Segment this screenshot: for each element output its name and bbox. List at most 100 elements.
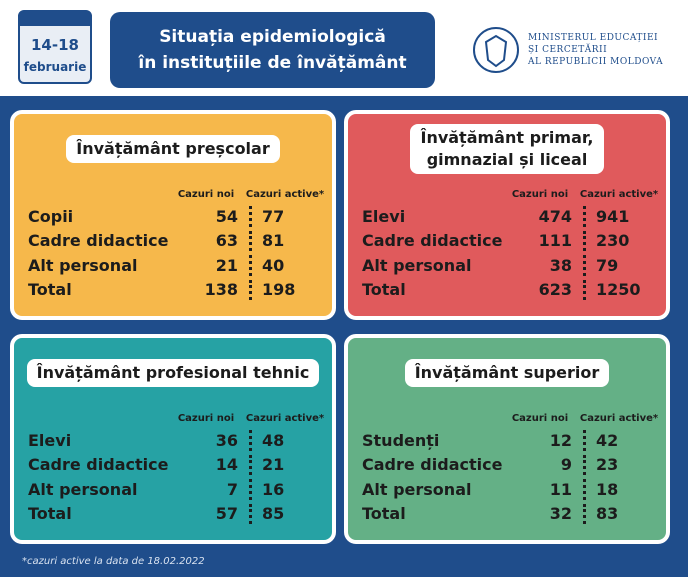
table-row: Alt personal 11 18 bbox=[348, 477, 666, 502]
separator bbox=[572, 428, 596, 453]
new-cases: 7 bbox=[226, 479, 238, 499]
table-row: Total 32 83 bbox=[348, 502, 666, 527]
title-line: Învățământ superior bbox=[414, 363, 600, 382]
date-range: 14-18 bbox=[31, 36, 79, 54]
row-label: Total bbox=[28, 280, 72, 300]
table-row: Cadre didactice 9 23 bbox=[348, 453, 666, 478]
separator bbox=[238, 477, 262, 502]
new-cases: 36 bbox=[215, 430, 238, 450]
row-label: Elevi bbox=[28, 430, 72, 450]
separator bbox=[572, 278, 596, 303]
row-label: Total bbox=[28, 504, 72, 524]
active-cases: 85 bbox=[262, 504, 285, 524]
row-label: Alt personal bbox=[28, 255, 138, 275]
row-label: Alt personal bbox=[362, 479, 472, 499]
separator bbox=[238, 229, 262, 254]
active-cases: 230 bbox=[596, 231, 630, 251]
active-cases: 1250 bbox=[596, 280, 641, 300]
column-headers: Cazuri noi Cazuri active* bbox=[348, 408, 666, 428]
active-cases: 21 bbox=[262, 455, 285, 475]
panel-title-area: Învățământ superior bbox=[348, 338, 666, 408]
separator bbox=[572, 253, 596, 278]
row-label: Elevi bbox=[362, 206, 406, 226]
title: în instituțiile de învățământ bbox=[138, 53, 407, 73]
table-row: Cadre didactice 63 81 bbox=[14, 229, 332, 254]
new-cases: 623 bbox=[538, 280, 572, 300]
panel: Învățământ primar, gimnazial și liceal Caz… bbox=[344, 110, 670, 320]
separator bbox=[238, 204, 262, 229]
new-cases: 21 bbox=[215, 255, 238, 275]
table-row: Cadre didactice 111 230 bbox=[348, 229, 666, 254]
ministry-line: MINISTERUL EDUCAȚIEI bbox=[528, 33, 659, 43]
separator bbox=[572, 229, 596, 254]
active-cases: 83 bbox=[596, 504, 619, 524]
new-cases: 11 bbox=[549, 479, 572, 499]
table-row: Elevi 474 941 bbox=[348, 204, 666, 229]
column-headers: Cazuri noi Cazuri active* bbox=[14, 408, 332, 428]
row-label: Cadre didactice bbox=[28, 231, 169, 251]
row-label: Cadre didactice bbox=[362, 231, 503, 251]
ministry-line: ȘI CERCETĂRII bbox=[528, 45, 608, 55]
column-header: Cazuri noi bbox=[511, 412, 569, 424]
column-header: Cazuri active* bbox=[245, 188, 325, 200]
active-cases: 23 bbox=[596, 455, 619, 475]
row-label: Cadre didactice bbox=[28, 455, 169, 475]
row-label: Copii bbox=[28, 206, 74, 226]
table-row: Cadre didactice 14 21 bbox=[14, 453, 332, 478]
table-row: Total 57 85 bbox=[14, 502, 332, 527]
table-row: Total 623 1250 bbox=[348, 278, 666, 303]
panel-title-area: Învățământ preșcolar bbox=[14, 114, 332, 184]
new-cases: 111 bbox=[538, 231, 572, 251]
separator bbox=[238, 253, 262, 278]
active-cases: 16 bbox=[262, 479, 285, 499]
title-banner: Situația epidemiologică în instituțiile … bbox=[110, 12, 435, 88]
panel: Învățământ profesional tehnic Cazuri noi C… bbox=[10, 334, 336, 544]
month: februarie bbox=[23, 60, 87, 74]
ministry-line: AL REPUBLICII MOLDOVA bbox=[528, 57, 664, 67]
title-line: gimnazial și liceal bbox=[426, 150, 588, 169]
table-row: Total 138 198 bbox=[14, 278, 332, 303]
active-cases: 77 bbox=[262, 206, 285, 226]
separator bbox=[572, 204, 596, 229]
calendar: 14-18 februarie bbox=[18, 10, 92, 84]
active-cases: 48 bbox=[262, 430, 285, 450]
separator bbox=[238, 453, 262, 478]
row-label: Studenți bbox=[362, 430, 440, 450]
title-line: Învățământ preșcolar bbox=[76, 139, 270, 158]
title-line: Învățământ primar, bbox=[420, 128, 594, 147]
new-cases: 57 bbox=[215, 504, 238, 524]
panel-title: Învățământ preșcolar bbox=[66, 135, 280, 163]
panel-title: Învățământ superior bbox=[404, 359, 610, 387]
new-cases: 474 bbox=[538, 206, 572, 226]
new-cases: 32 bbox=[549, 504, 572, 524]
panel-title: Învățământ profesional tehnic bbox=[26, 359, 320, 387]
new-cases: 38 bbox=[549, 255, 572, 275]
column-header: Cazuri active* bbox=[245, 412, 325, 424]
active-cases: 941 bbox=[596, 206, 630, 226]
new-cases: 63 bbox=[215, 231, 238, 251]
new-cases: 138 bbox=[204, 280, 238, 300]
separator bbox=[572, 502, 596, 527]
panel: Învățământ superior Cazuri noi Cazuri acti… bbox=[344, 334, 670, 544]
title: Situația epidemiologică bbox=[159, 27, 386, 47]
active-cases: 40 bbox=[262, 255, 285, 275]
table-row: Elevi 36 48 bbox=[14, 428, 332, 453]
ministry: MINISTERUL EDUCAȚIEI ȘI CERCETĂRII AL RE… bbox=[528, 32, 663, 68]
column-header: Cazuri noi bbox=[511, 188, 569, 200]
column-headers: Cazuri noi Cazuri active* bbox=[14, 184, 332, 204]
separator bbox=[572, 477, 596, 502]
new-cases: 14 bbox=[215, 455, 238, 475]
new-cases: 12 bbox=[549, 430, 572, 450]
panel-title-area: Învățământ primar, gimnazial și liceal bbox=[348, 114, 666, 184]
column-headers: Cazuri noi Cazuri active* bbox=[348, 184, 666, 204]
table-row: Alt personal 7 16 bbox=[14, 477, 332, 502]
active-cases: 18 bbox=[596, 479, 619, 499]
row-label: Cadre didactice bbox=[362, 455, 503, 475]
active-cases: 198 bbox=[262, 280, 296, 300]
row-label: Total bbox=[362, 504, 406, 524]
active-cases: 42 bbox=[596, 430, 619, 450]
column-header: Cazuri active* bbox=[579, 188, 659, 200]
row-label: Total bbox=[362, 280, 406, 300]
column-header: Cazuri noi bbox=[177, 412, 235, 424]
